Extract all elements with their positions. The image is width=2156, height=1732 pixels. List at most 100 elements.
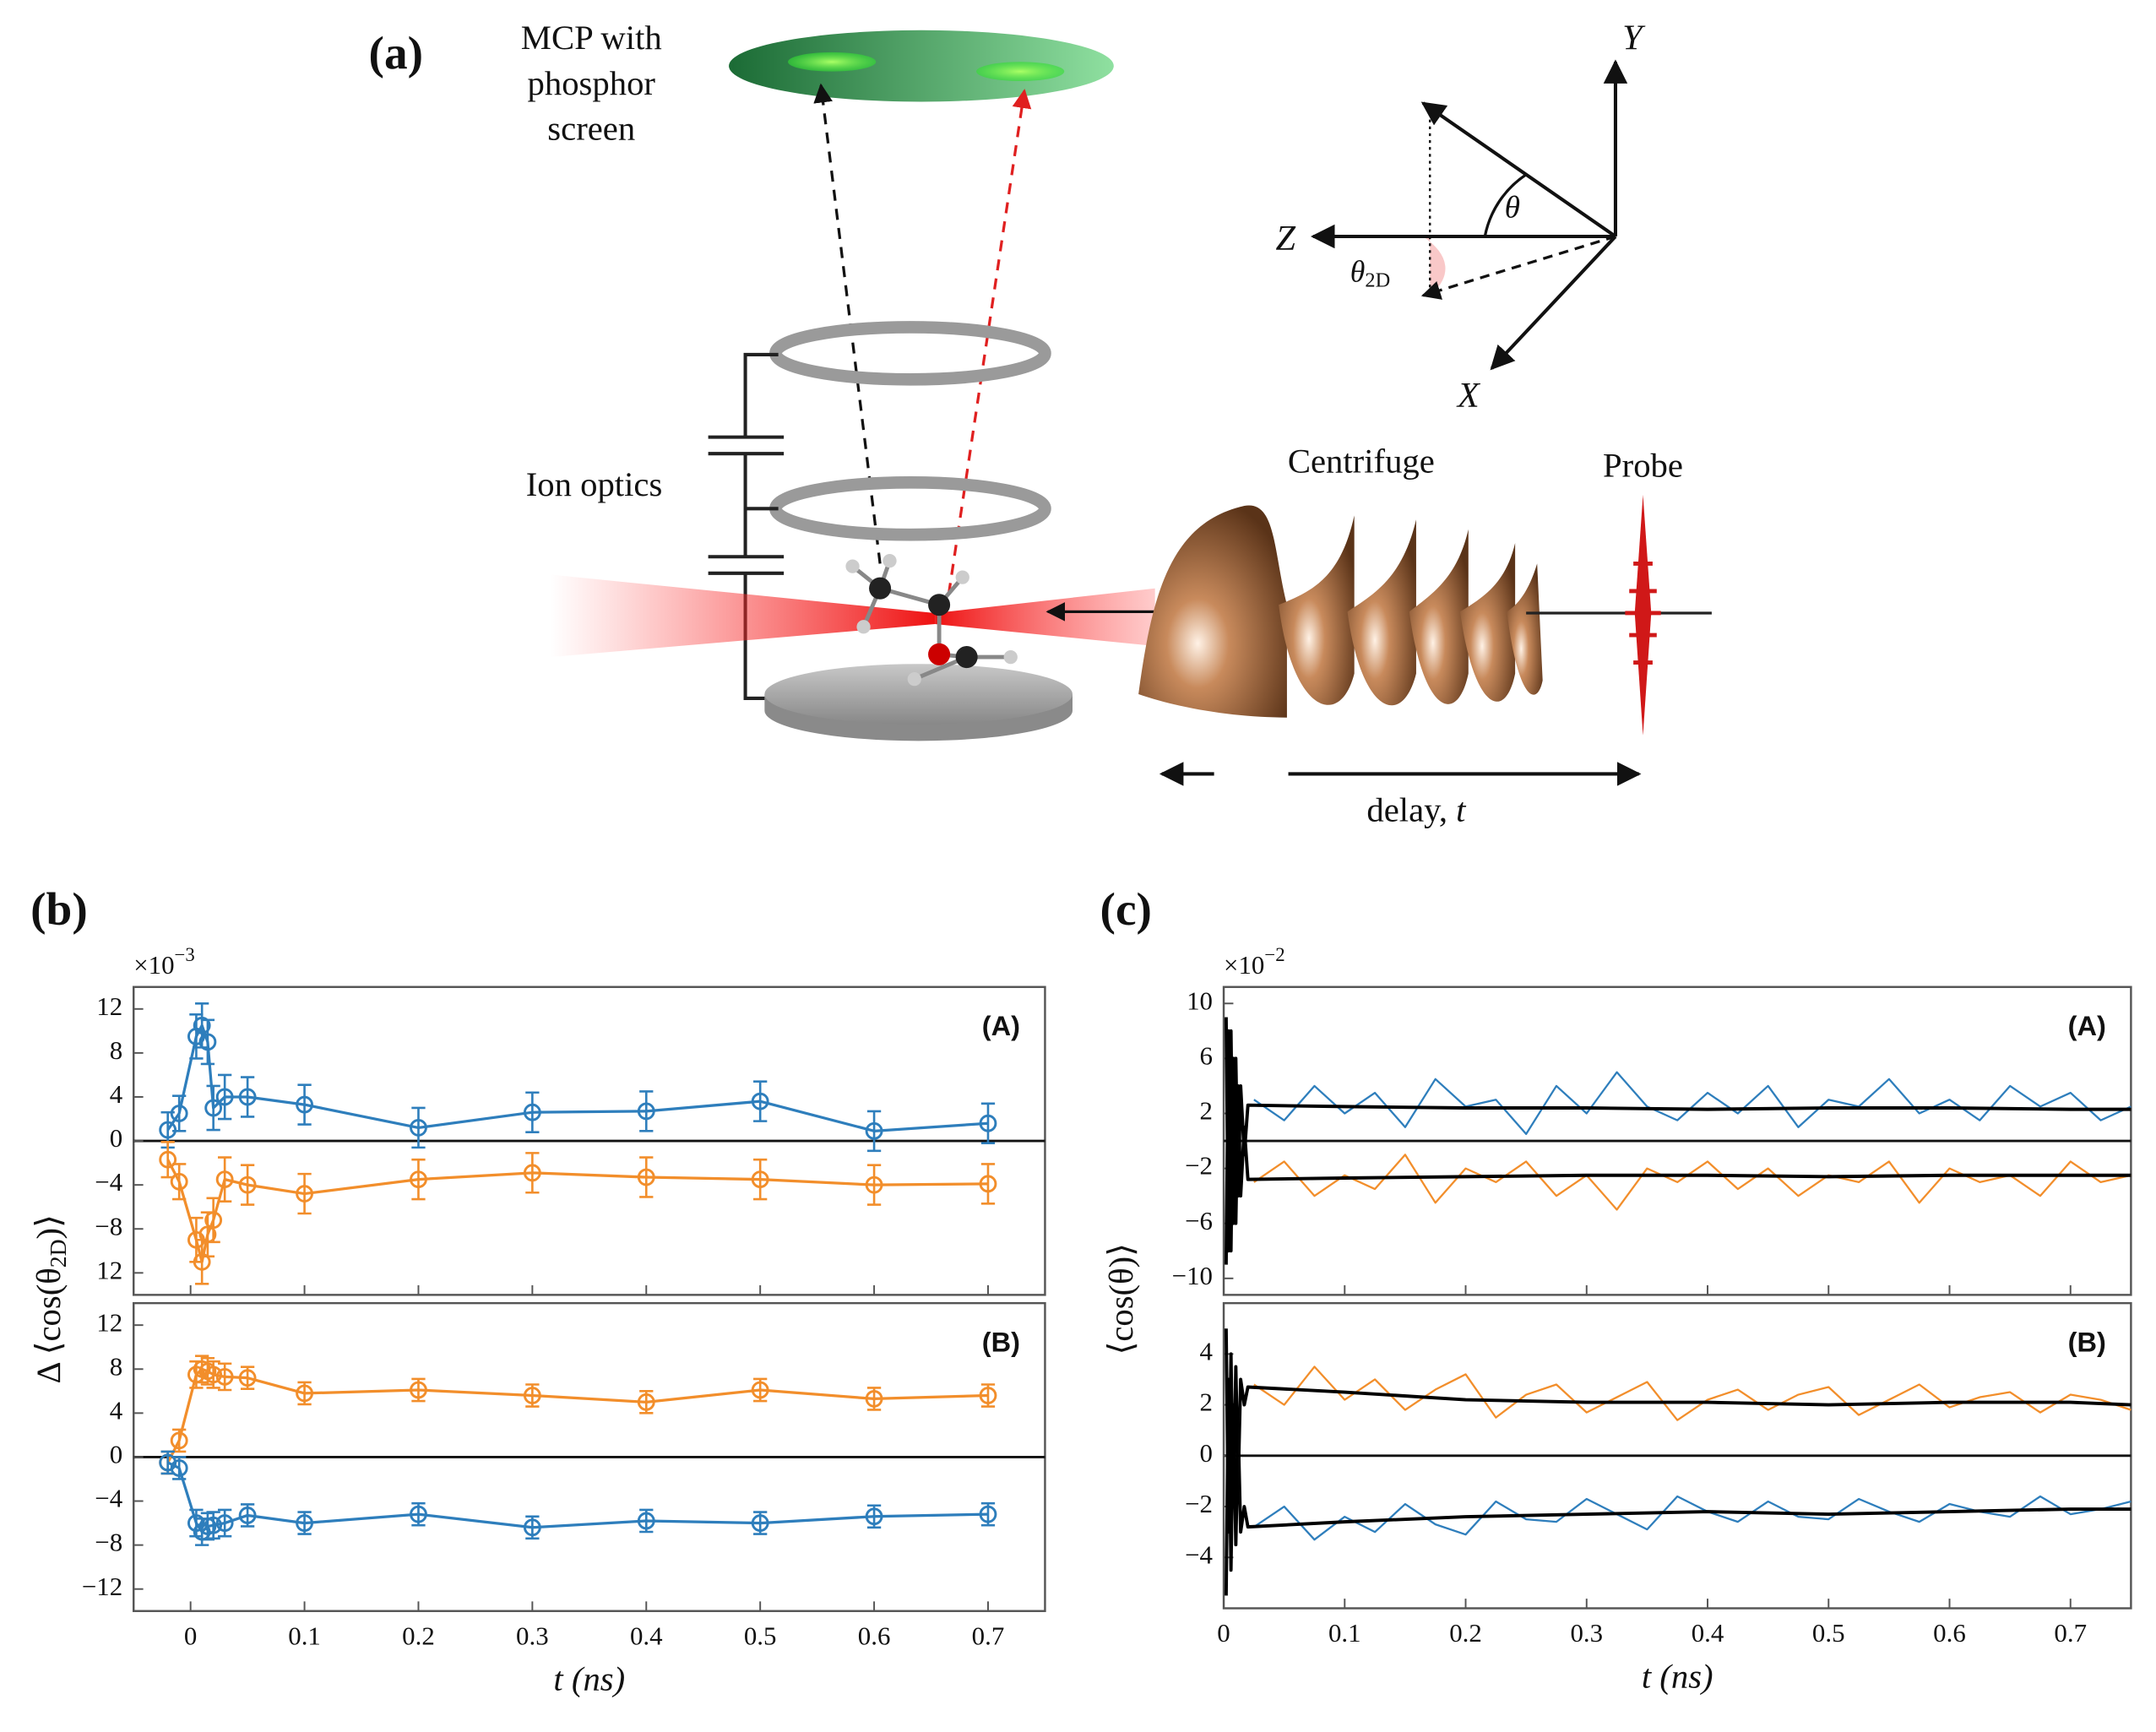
y-tick-label: −4 (95, 1484, 122, 1513)
data-point (751, 1514, 769, 1532)
error-bar (866, 1110, 882, 1153)
data-point (296, 1384, 313, 1403)
y-label-main: ⟨cos(θ)⟩ (1102, 1243, 1140, 1355)
error-bar (172, 1094, 187, 1132)
series-line (1224, 1017, 2132, 1253)
error-bar (206, 1360, 220, 1389)
y-tick-label: 2 (1200, 1387, 1213, 1417)
data-point (865, 1507, 883, 1526)
data-point (193, 1252, 211, 1271)
error-bar (297, 1083, 312, 1126)
detector-label: screen (547, 110, 635, 148)
x-tick-label: 0.4 (630, 1621, 663, 1650)
data-point (204, 1366, 223, 1384)
data-point (215, 1514, 234, 1532)
data-point (410, 1381, 427, 1399)
probe-pulse (1625, 561, 1661, 665)
y-tick-label: −8 (95, 1211, 122, 1241)
y-tick-label: −4 (1185, 1539, 1213, 1569)
y-tick-label: −4 (95, 1167, 122, 1197)
data-point (170, 1431, 188, 1450)
y-tick-label: −2 (1185, 1489, 1213, 1518)
data-point (193, 1016, 211, 1034)
probe-label: Probe (1603, 446, 1683, 484)
axis-label: X (1456, 376, 1481, 415)
error-bar (200, 1018, 215, 1066)
theta-arc (1483, 173, 1528, 237)
data-point (238, 1507, 257, 1524)
error-bar (639, 1156, 654, 1198)
x-tick-label: 0.3 (516, 1621, 549, 1650)
detector-label: phosphor (528, 64, 656, 102)
error-bar (753, 1080, 768, 1122)
y-label-main: Δ ⟨cos(θ (30, 1268, 68, 1383)
data-point (865, 1390, 883, 1408)
data-point (523, 1164, 541, 1182)
data-point (238, 1175, 257, 1194)
theta2d-sub: 2D (1365, 269, 1390, 291)
data-point (410, 1119, 427, 1137)
centrifuge-pulse (1138, 505, 1543, 718)
y-tick-label: 2 (1200, 1096, 1213, 1126)
series-line (166, 1461, 989, 1534)
x-axis-label: t (ns) (553, 1660, 625, 1698)
y-label-sub: 2D (45, 1239, 71, 1268)
data-point (215, 1367, 234, 1386)
x-tick-label: 0.2 (1449, 1618, 1482, 1648)
theta2d-symbol: θ (1350, 255, 1366, 289)
y-axis-label: ⟨cos(θ)⟩ (1102, 1243, 1140, 1355)
y-multiplier: ×10−3 (133, 944, 195, 980)
x-tick-label: 0.6 (858, 1621, 891, 1650)
error-bar (297, 1172, 312, 1215)
data-point (204, 1211, 223, 1230)
subplot-label: (B) (982, 1328, 1020, 1358)
data-point (410, 1505, 427, 1523)
data-point (159, 1150, 177, 1169)
data-point (170, 1172, 188, 1191)
delay-text: delay, (1366, 791, 1456, 829)
detector-label: MCP with (521, 19, 662, 57)
error-bar (172, 1163, 187, 1201)
data-point (865, 1121, 883, 1140)
data-point (865, 1175, 883, 1194)
data-point (204, 1099, 223, 1117)
error-bar (525, 1152, 540, 1194)
x-tick-label: 0.3 (1570, 1618, 1603, 1648)
axis-label: Z (1276, 219, 1296, 258)
multiplier-base: ×10 (1224, 950, 1264, 980)
data-point (296, 1095, 313, 1114)
data-point (238, 1088, 257, 1106)
y-axis-label: Δ ⟨cos(θ2D)⟩ (30, 1214, 72, 1384)
data-point (170, 1105, 188, 1122)
x-tick-label: 0.7 (2054, 1618, 2087, 1648)
panel-label: (b) (30, 883, 88, 935)
data-point (751, 1092, 769, 1110)
error-bar (411, 1106, 426, 1149)
multiplier-exp: −2 (1264, 944, 1284, 965)
error-bar (866, 1164, 882, 1206)
error-bar (240, 1076, 255, 1118)
x-tick-label: 0.6 (1933, 1618, 1966, 1648)
series-line (1224, 1328, 2132, 1534)
x-tick-label: 0.4 (1692, 1618, 1724, 1648)
data-point (215, 1088, 234, 1106)
centrifuge-label: Centrifuge (1288, 443, 1435, 481)
y-tick-label: −12 (82, 1572, 122, 1601)
y-tick-label: 0 (110, 1123, 122, 1153)
y-tick-label: 4 (110, 1079, 122, 1109)
y-tick-label: 12 (96, 991, 122, 1021)
series-line (166, 1159, 988, 1263)
series-line (166, 1367, 989, 1463)
delay-label: delay, t (1366, 791, 1467, 829)
laser-beam (935, 588, 1155, 647)
subplot-label: (B) (2068, 1328, 2106, 1358)
error-bar (980, 1163, 996, 1205)
multiplier-exp: −3 (175, 944, 195, 965)
data-point (637, 1393, 655, 1411)
y-tick-label: 8 (110, 1351, 122, 1381)
data-point (751, 1170, 769, 1189)
y-multiplier: ×10−2 (1224, 944, 1285, 980)
x-tick-label: 0.2 (402, 1621, 435, 1650)
y-tick-label: −2 (1185, 1151, 1213, 1181)
